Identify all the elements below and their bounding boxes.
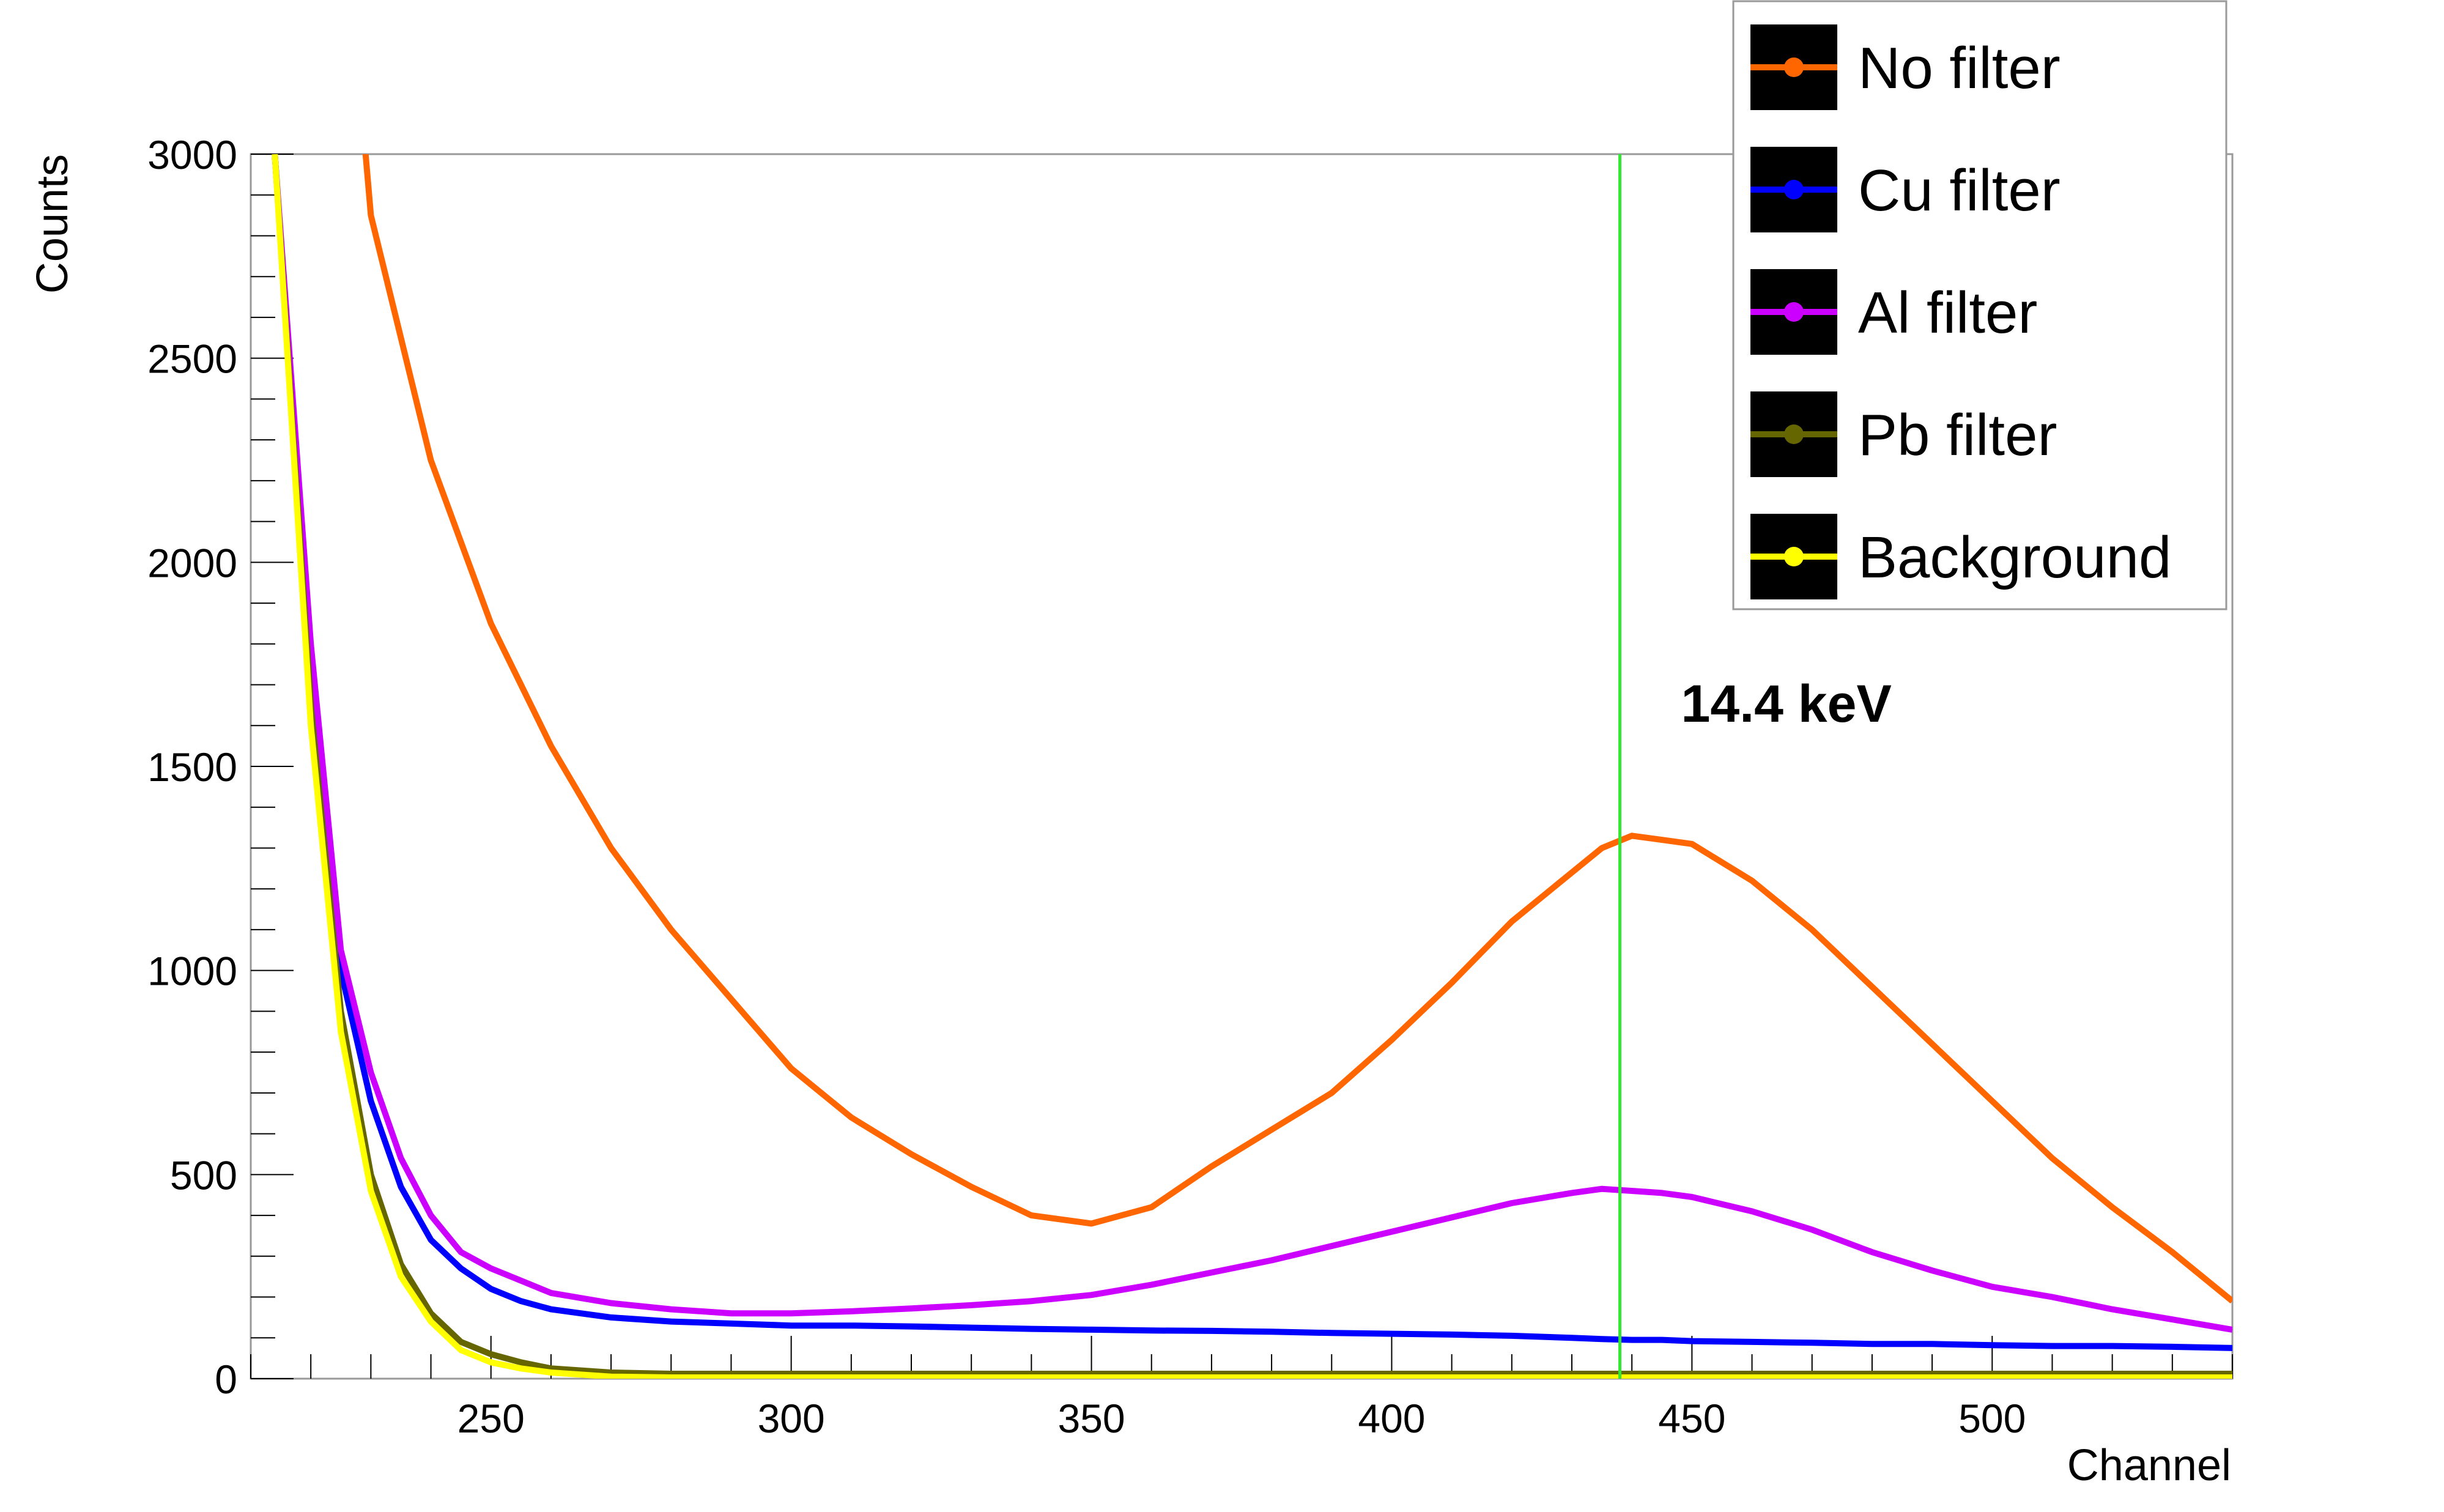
y-tick-label: 2500 bbox=[147, 336, 237, 382]
y-tick-label: 1000 bbox=[147, 949, 237, 994]
legend-marker bbox=[1784, 57, 1804, 77]
series-line-cu-filter bbox=[272, 154, 2232, 1351]
y-tick-label: 0 bbox=[215, 1357, 237, 1402]
energy-annotation: 14.4 keV bbox=[1681, 675, 1892, 733]
x-tick-label: 300 bbox=[758, 1396, 825, 1441]
legend-marker bbox=[1784, 180, 1804, 199]
y-tick-label: 500 bbox=[170, 1152, 237, 1198]
series-line-no-filter bbox=[362, 154, 2232, 1304]
legend-marker bbox=[1784, 547, 1804, 566]
x-tick-label: 400 bbox=[1358, 1396, 1425, 1441]
series-line-pb-filter bbox=[272, 154, 2232, 1377]
legend: No filter Cu filter Al filter Pb filter Back… bbox=[1732, 0, 2227, 610]
x-tick-label: 350 bbox=[1057, 1396, 1125, 1441]
y-axis-title: Counts bbox=[28, 154, 77, 294]
legend-marker bbox=[1784, 302, 1804, 322]
x-axis-ticks: 250 300 350 400 450 500 bbox=[457, 1336, 2026, 1441]
y-tick-label: 3000 bbox=[147, 132, 237, 177]
legend-label: No filter bbox=[1858, 35, 2061, 101]
series-line-al-filter bbox=[272, 154, 2232, 1333]
x-tick-label: 450 bbox=[1658, 1396, 1725, 1441]
x-tick-label: 500 bbox=[1958, 1396, 2026, 1441]
legend-entries: No filter Cu filter Al filter Pb filter Back… bbox=[1750, 24, 2171, 599]
y-tick-label: 2000 bbox=[147, 540, 237, 585]
series-layer bbox=[272, 154, 2232, 1379]
legend-label: Cu filter bbox=[1858, 158, 2061, 223]
legend-label: Al filter bbox=[1858, 280, 2037, 346]
y-axis-ticks: 0 500 1000 1500 2000 2500 3000 bbox=[147, 132, 294, 1402]
legend-marker bbox=[1784, 424, 1804, 444]
legend-label: Pb filter bbox=[1858, 402, 2057, 468]
x-axis-title: Channel bbox=[2067, 1441, 2231, 1490]
minor-ticks bbox=[250, 194, 2233, 1379]
series-line-background bbox=[272, 154, 2232, 1379]
legend-label: Background bbox=[1858, 525, 2171, 590]
x-tick-label: 250 bbox=[457, 1396, 525, 1441]
y-tick-label: 1500 bbox=[147, 744, 237, 790]
